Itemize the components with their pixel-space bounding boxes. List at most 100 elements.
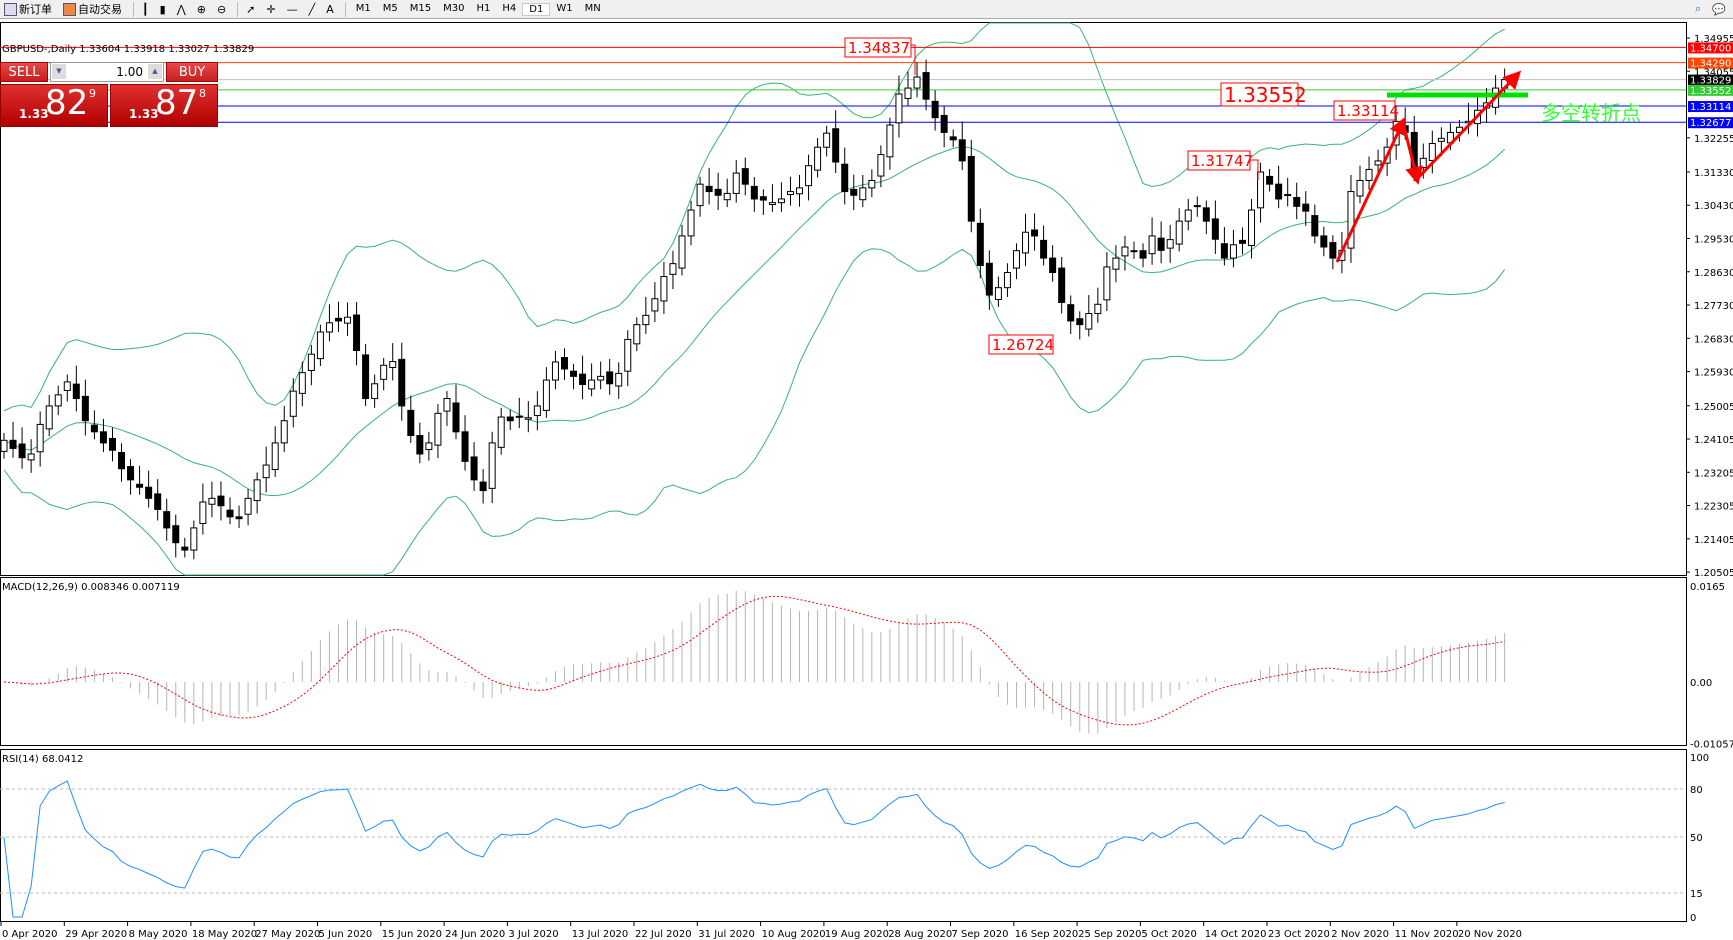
buy-price[interactable]: 1.33 87 8: [110, 83, 218, 127]
date-axis-label: 11 Nov 2020: [1395, 929, 1459, 940]
timeframe-m30[interactable]: M30: [443, 2, 465, 14]
candle: [1040, 225, 1048, 266]
candle-body: [1238, 239, 1246, 244]
annotation-low-1: 1.26724: [992, 336, 1054, 354]
candle: [298, 361, 306, 407]
candle-body: [18, 443, 26, 459]
candle: [904, 71, 912, 106]
zoom-out-button[interactable]: ⊖: [216, 2, 227, 16]
chat-icon[interactable]: 💬: [1712, 2, 1726, 16]
new-order-icon: [4, 2, 17, 16]
candle-body: [1003, 272, 1011, 289]
lot-increase-button[interactable]: ▲: [148, 64, 162, 79]
candle: [325, 304, 333, 342]
candle: [118, 443, 126, 482]
date-axis-label: 31 Jul 2020: [698, 929, 755, 940]
new-order-button[interactable]: 新订单: [0, 1, 56, 18]
crosshair-button[interactable]: ✛: [266, 2, 276, 16]
candle: [1365, 156, 1373, 190]
bar-chart-button[interactable]: ┃: [142, 2, 149, 16]
candle: [1139, 243, 1147, 268]
lot-decrease-button[interactable]: ▼: [52, 64, 66, 79]
timeframe-d1[interactable]: D1: [522, 2, 551, 16]
timeframe-h4[interactable]: H4: [502, 2, 517, 14]
timeframe-m5[interactable]: M5: [382, 2, 398, 14]
macd-label: MACD(12,26,9) 0.008346 0.007119: [2, 582, 180, 593]
candle: [533, 391, 541, 431]
rsi-axis-label: 0: [1690, 913, 1696, 924]
candle: [850, 174, 858, 211]
candle-body: [687, 209, 695, 237]
candle: [606, 358, 614, 395]
candle-body: [416, 435, 424, 455]
lot-size-input[interactable]: 1.00: [50, 62, 164, 82]
timeframe-mn[interactable]: MN: [584, 2, 601, 14]
candle-body: [1058, 267, 1066, 303]
line-chart-button[interactable]: ⋀: [176, 2, 186, 16]
candle-body: [45, 405, 53, 430]
date-axis-label: 23 Oct 2020: [1268, 929, 1330, 940]
candle-body: [570, 370, 578, 377]
zoom-in-button[interactable]: ⊕: [196, 2, 206, 16]
candle-body: [805, 165, 813, 187]
candle: [154, 479, 162, 521]
cursor-button[interactable]: ➚: [246, 2, 256, 16]
candle-body: [958, 139, 966, 162]
candle-body: [271, 442, 279, 471]
sell-price[interactable]: 1.33 82 9: [0, 83, 108, 127]
candle: [181, 537, 189, 558]
candle: [1248, 198, 1256, 259]
macd-axis-label: 0.00: [1690, 678, 1712, 689]
candle-body: [732, 172, 740, 194]
candle-body: [832, 128, 840, 163]
date-axis-label: 5 Jun 2020: [319, 929, 373, 940]
timeframe-m15[interactable]: M15: [409, 2, 432, 14]
candle-body: [108, 437, 116, 451]
candle: [624, 330, 632, 386]
candle-body: [1365, 168, 1373, 181]
candle: [108, 427, 116, 462]
candle-body: [1374, 160, 1382, 166]
candle: [27, 439, 35, 473]
buy-button[interactable]: BUY: [166, 62, 218, 82]
text-button[interactable]: A: [326, 2, 334, 16]
price-axis-label: 1.27730: [1694, 301, 1733, 312]
candle: [678, 224, 686, 276]
timeframe-h1[interactable]: H1: [476, 2, 491, 14]
candle-body: [371, 383, 379, 400]
timeframe-w1[interactable]: W1: [556, 2, 573, 14]
candle: [506, 409, 514, 430]
candle: [334, 301, 342, 333]
candle-body: [750, 185, 758, 200]
candle-body: [859, 187, 867, 201]
candle: [1112, 245, 1120, 283]
auto-trading-button[interactable]: 自动交易: [59, 1, 126, 18]
candle: [190, 520, 198, 560]
date-axis-label: 16 Sep 2020: [1015, 929, 1078, 940]
hline-button[interactable]: —: [286, 2, 298, 16]
candle: [515, 397, 523, 429]
candle-body: [1320, 235, 1328, 248]
candle: [551, 350, 559, 390]
search-icon[interactable]: ⌕: [1695, 2, 1702, 15]
candle-body: [1347, 191, 1355, 249]
annotation-high-1-box: [844, 37, 912, 58]
candle-chart-button[interactable]: ▮: [159, 2, 166, 16]
candle: [434, 404, 442, 459]
toolbar: 新订单 自动交易 ┃ ▮ ⋀ ⊕ ⊖ ➚ ✛ — ╱ A M1 M5 M15 M30 H…: [0, 0, 1733, 19]
candle: [1103, 252, 1111, 311]
candle: [244, 489, 252, 526]
price-axis-label: 1.30430: [1694, 201, 1733, 212]
candle-body: [506, 416, 514, 422]
candle-body: [1040, 239, 1048, 259]
candle-body: [931, 100, 939, 119]
trendline-button[interactable]: ╱: [308, 2, 316, 16]
candle: [1329, 235, 1337, 270]
price-chart[interactable]: 1.347001.342901.338291.335521.331141.326…: [0, 20, 1733, 940]
separator: [133, 1, 134, 17]
timeframe-m1[interactable]: M1: [355, 2, 371, 14]
auto-trading-icon: [63, 2, 76, 16]
sell-button[interactable]: SELL: [0, 62, 48, 82]
chart-window[interactable]: 1.34700 1.34290 1.33829 1.33552 1.33114 1.326…: [0, 20, 1733, 940]
candle-body: [904, 87, 912, 99]
